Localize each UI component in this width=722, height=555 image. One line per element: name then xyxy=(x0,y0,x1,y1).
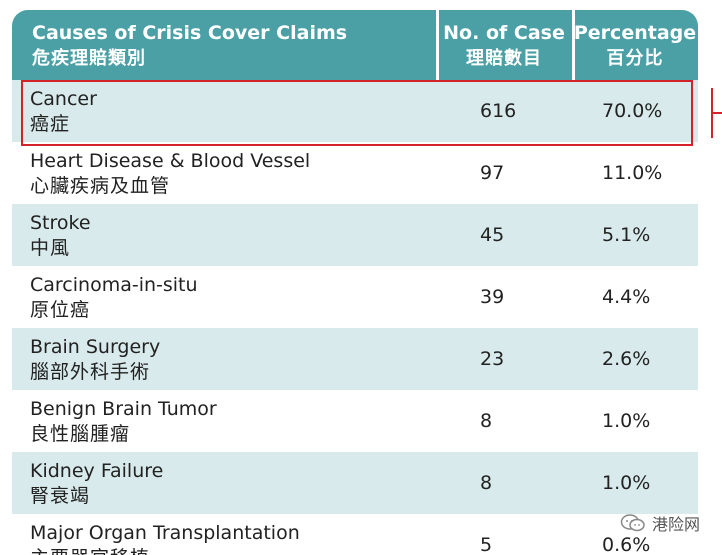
cause-zh: 中風 xyxy=(30,237,71,259)
cause-cell: Kidney Failure 腎衰竭 xyxy=(12,452,436,514)
cause-zh: 主要器官移植 xyxy=(30,546,436,555)
cases-cell: 616 xyxy=(480,100,517,122)
watermark-text: 港险网 xyxy=(651,515,700,534)
cases-cell: 8 xyxy=(480,472,493,494)
cause-en: Major Organ Transplantation xyxy=(30,522,300,544)
table-row: Brain Surgery 腦部外科手術 23 2.6% xyxy=(12,328,698,390)
header-percentage-en: Percentage xyxy=(573,22,697,44)
header-cases: No. of Case 理賠數目 xyxy=(436,10,572,80)
percentage-cell: 11.0% xyxy=(602,162,663,184)
cause-zh: 腎衰竭 xyxy=(30,485,91,507)
cause-en: Benign Brain Tumor xyxy=(30,398,217,420)
cause-en: Carcinoma-in-situ xyxy=(30,274,198,296)
table-row: Kidney Failure 腎衰竭 8 1.0% xyxy=(12,452,698,514)
percentage-cell: 5.1% xyxy=(602,224,651,246)
chat-bubbles-icon xyxy=(620,514,645,532)
percentage-cell: 1.0% xyxy=(602,472,651,494)
header-causes: Causes of Crisis Cover Claims 危疾理賠類別 xyxy=(12,10,436,80)
table-row: Cancer 癌症 616 70.0% xyxy=(12,80,698,142)
cause-zh: 癌症 xyxy=(30,113,71,135)
cause-cell: Heart Disease & Blood Vessel 心臟疾病及血管 xyxy=(12,142,436,204)
cause-zh: 腦部外科手術 xyxy=(30,361,151,383)
cause-en: Brain Surgery xyxy=(30,336,161,358)
cause-cell: Cancer 癌症 xyxy=(12,80,436,142)
cause-cell: Carcinoma-in-situ 原位癌 xyxy=(12,266,436,328)
table-row: Carcinoma-in-situ 原位癌 39 4.4% xyxy=(12,266,698,328)
header-causes-zh: 危疾理賠類別 xyxy=(32,48,146,69)
table-row: Major Organ Transplantation 主要器官移植 5 0.6… xyxy=(12,514,698,555)
table-row: Stroke 中風 45 5.1% xyxy=(12,204,698,266)
percentage-cell: 4.4% xyxy=(602,286,651,308)
cause-en: Stroke xyxy=(30,212,91,234)
cause-zh: 心臟疾病及血管 xyxy=(30,175,171,197)
header-percentage-zh: 百分比 xyxy=(606,48,664,69)
cause-en: Cancer xyxy=(30,88,97,110)
claims-table: Causes of Crisis Cover Claims 危疾理賠類別 No.… xyxy=(12,10,698,555)
cause-zh: 原位癌 xyxy=(30,299,91,321)
table-header: Causes of Crisis Cover Claims 危疾理賠類別 No.… xyxy=(12,10,698,80)
cases-cell: 23 xyxy=(480,348,505,370)
header-cases-zh: 理賠數目 xyxy=(466,48,542,69)
percentage-cell: 0.6% xyxy=(602,534,651,555)
table-row: Benign Brain Tumor 良性腦腫瘤 8 1.0% xyxy=(12,390,698,452)
cases-cell: 5 xyxy=(480,534,493,555)
percentage-cell: 2.6% xyxy=(602,348,651,370)
cause-zh: 良性腦腫瘤 xyxy=(30,423,131,445)
header-cases-en: No. of Case xyxy=(443,22,565,44)
cause-cell: Brain Surgery 腦部外科手術 xyxy=(12,328,436,390)
cause-cell: Stroke 中風 xyxy=(12,204,436,266)
header-divider xyxy=(436,10,439,80)
header-percentage: Percentage 百分比 xyxy=(572,10,698,80)
header-causes-en: Causes of Crisis Cover Claims xyxy=(32,22,348,44)
highlight-bracket-tick xyxy=(711,112,722,114)
table-row: Heart Disease & Blood Vessel 心臟疾病及血管 97 … xyxy=(12,142,698,204)
cause-en: Heart Disease & Blood Vessel xyxy=(30,150,311,172)
cause-en: Kidney Failure xyxy=(30,460,164,482)
cause-cell: Major Organ Transplantation 主要器官移植 xyxy=(12,514,436,555)
cases-cell: 97 xyxy=(480,162,505,184)
percentage-cell: 70.0% xyxy=(602,100,663,122)
cases-cell: 39 xyxy=(480,286,505,308)
header-divider xyxy=(572,10,575,80)
cases-cell: 45 xyxy=(480,224,505,246)
cause-cell: Benign Brain Tumor 良性腦腫瘤 xyxy=(12,390,436,452)
watermark: 港险网 xyxy=(620,511,700,535)
cases-cell: 8 xyxy=(480,410,493,432)
percentage-cell: 1.0% xyxy=(602,410,651,432)
